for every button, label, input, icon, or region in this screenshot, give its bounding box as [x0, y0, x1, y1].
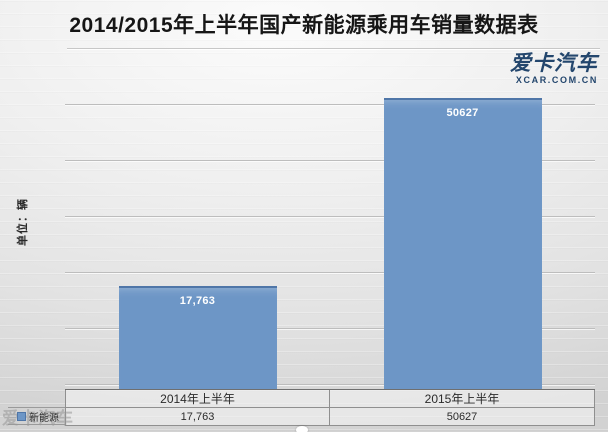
gridline: [65, 272, 595, 273]
data-table: 2014年上半年 2015年上半年 17,763 50627: [65, 389, 595, 426]
category-header-2014: 2014年上半年: [65, 390, 330, 408]
bar-slot-2014: 17,763: [65, 95, 330, 389]
category-header-2015: 2015年上半年: [330, 390, 595, 408]
bar-slot-2015: 50627: [330, 95, 595, 389]
plot-area: 17,763 50627: [65, 95, 595, 389]
xcar-logo-url-text: XCAR.COM.CN: [515, 75, 598, 85]
data-table-header-row: 2014年上半年 2015年上半年: [65, 390, 595, 408]
y-axis-title: 单位：辆: [17, 198, 29, 246]
bar-label-2014: 17,763: [179, 295, 216, 307]
xcar-logo-cn-text: 爱卡汽车: [510, 52, 598, 75]
title-divider: [67, 48, 600, 49]
data-table-value-row: 17,763 50627: [65, 408, 595, 426]
gridline: [65, 216, 595, 217]
gridline: [65, 328, 595, 329]
value-cell-2014: 17,763: [65, 408, 330, 426]
data-table-series-cell: 新能源: [8, 407, 65, 425]
series-name: 新能源: [29, 412, 59, 424]
series-legend-key-icon: [17, 411, 26, 421]
bar-label-2015: 50627: [446, 107, 479, 119]
bar-2015: 50627: [383, 98, 542, 389]
gridline: [65, 160, 595, 161]
value-cell-2015: 50627: [330, 408, 595, 426]
gridline: [65, 384, 595, 385]
gridline: [65, 104, 595, 105]
xcar-logo: 爱卡汽车 XCAR.COM.CN: [510, 53, 598, 85]
chart-title: 2014/2015年上半年国产新能源乘用车销量数据表: [69, 14, 539, 37]
bar-2014: 17,763: [118, 286, 277, 389]
resize-handle: [296, 426, 308, 432]
